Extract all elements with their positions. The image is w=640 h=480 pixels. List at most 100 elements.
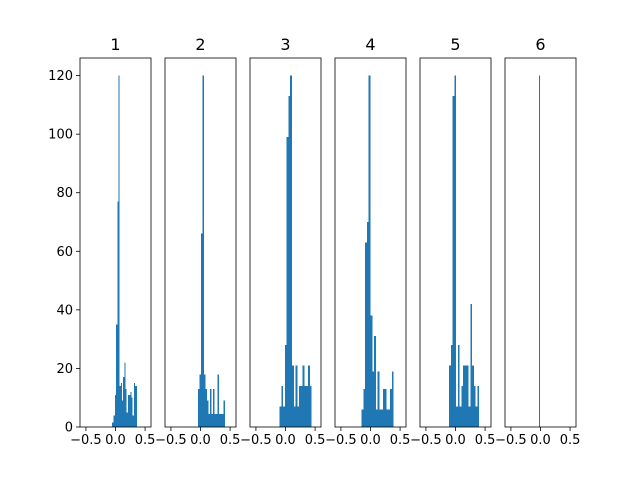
histogram-bar	[207, 400, 209, 427]
histogram-bar	[293, 406, 296, 427]
histogram-bar	[368, 75, 371, 428]
x-tick-label: 0.5	[135, 433, 156, 448]
histogram-bar	[114, 394, 117, 427]
histogram-bar	[198, 388, 200, 427]
x-tick-label: 0.5	[475, 433, 496, 448]
histogram-bar	[309, 386, 312, 427]
x-tick-label: 0.0	[275, 433, 296, 448]
histogram-bar	[365, 242, 367, 427]
histogram-bar	[472, 365, 474, 427]
histogram-bar	[209, 388, 212, 427]
histogram-bar	[126, 412, 128, 427]
y-tick-label: 0	[65, 421, 73, 436]
panel-title: 6	[535, 35, 545, 54]
histogram-bar	[363, 388, 366, 427]
x-tick-label: −0.5	[70, 433, 102, 448]
histogram-bar	[132, 415, 134, 427]
histogram-bar	[390, 388, 392, 427]
histogram-bar	[124, 362, 126, 427]
histogram-bar	[120, 383, 123, 427]
histogram-bar	[205, 388, 208, 427]
histogram-bar	[283, 406, 285, 427]
x-tick-label: 0.5	[390, 433, 411, 448]
panel-title: 5	[450, 35, 460, 54]
histogram-bar	[111, 422, 114, 427]
x-tick-label: −0.5	[240, 433, 272, 448]
histogram-bar	[388, 409, 391, 427]
histogram-bar	[123, 377, 125, 427]
histogram-bar	[135, 386, 137, 427]
x-tick-label: −0.5	[325, 433, 357, 448]
histogram-bar	[223, 400, 225, 427]
x-tick-label: 0.0	[190, 433, 211, 448]
histogram-bar	[461, 386, 464, 427]
histogram-bar	[279, 406, 282, 427]
histogram-bar	[218, 413, 221, 427]
histogram-bar	[304, 386, 307, 427]
panel-3: −0.5 0.0 0.5 3	[240, 35, 325, 448]
histogram-bar	[391, 371, 394, 427]
histogram-bar	[452, 96, 455, 428]
histogram-bar	[122, 400, 124, 427]
histogram-bar	[133, 383, 136, 427]
histogram-bar	[113, 415, 115, 427]
histogram-bar	[116, 324, 118, 427]
histogram-bar	[475, 406, 478, 427]
x-tick-label: 0.0	[445, 433, 466, 448]
histogram-bar	[204, 374, 206, 427]
histogram-bar	[201, 233, 203, 427]
histogram-bar	[450, 345, 453, 427]
histogram-bar	[125, 388, 127, 427]
panel-1: −0.5 0.0 0.5 0 20 40 60 80 100 120 1	[48, 35, 155, 448]
panel-title: 2	[195, 35, 205, 54]
histogram-bar	[448, 365, 451, 427]
histogram-bar	[281, 386, 284, 427]
histogram-bar	[366, 222, 369, 427]
histogram-bar	[127, 394, 130, 427]
histogram-bar	[199, 374, 202, 427]
x-tick-label: 0.0	[105, 433, 126, 448]
histogram-bar	[129, 394, 131, 427]
histogram-bar	[374, 336, 376, 427]
histogram-bar	[386, 409, 389, 427]
panel-4: −0.5 0.0 0.5 4	[325, 35, 410, 448]
histogram-bar	[381, 409, 383, 427]
histogram-bar	[286, 137, 289, 428]
histogram-bar	[217, 374, 219, 427]
histogram-bar	[306, 386, 308, 427]
panel-title: 3	[280, 35, 290, 54]
histogram-bar	[459, 406, 462, 427]
histogram-bar	[290, 75, 293, 428]
histogram-bar	[302, 365, 305, 427]
histogram-bar	[456, 406, 458, 427]
x-tick-label: −0.5	[155, 433, 187, 448]
histogram-bar	[202, 75, 205, 428]
panel-5: −0.5 0.0 0.5 5	[410, 35, 495, 448]
x-tick-label: 0.5	[220, 433, 241, 448]
histogram-bar	[464, 365, 467, 427]
histogram-bar	[473, 386, 476, 427]
y-tick-label: 80	[56, 186, 73, 201]
histogram-bar	[470, 304, 473, 427]
x-tick-label: −0.5	[495, 433, 527, 448]
panel-title: 1	[110, 35, 120, 54]
histogram-bar	[130, 391, 132, 427]
histogram-bar	[466, 365, 469, 427]
histogram-bar	[377, 371, 380, 427]
histogram-bar	[211, 413, 213, 427]
panel-title: 4	[365, 35, 375, 54]
x-tick-label: 0.0	[360, 433, 381, 448]
histogram-bar	[361, 409, 364, 427]
histogram-bar	[375, 409, 378, 427]
histogram-bar	[300, 386, 303, 427]
histogram-bar	[214, 413, 216, 427]
y-tick-label: 40	[56, 303, 73, 318]
histogram-bar	[212, 388, 215, 427]
histogram-bar	[299, 386, 301, 427]
x-tick-label: −0.5	[410, 433, 442, 448]
histogram-bar	[457, 345, 460, 427]
y-tick-label: 60	[56, 245, 73, 260]
histogram-bar	[292, 365, 294, 427]
